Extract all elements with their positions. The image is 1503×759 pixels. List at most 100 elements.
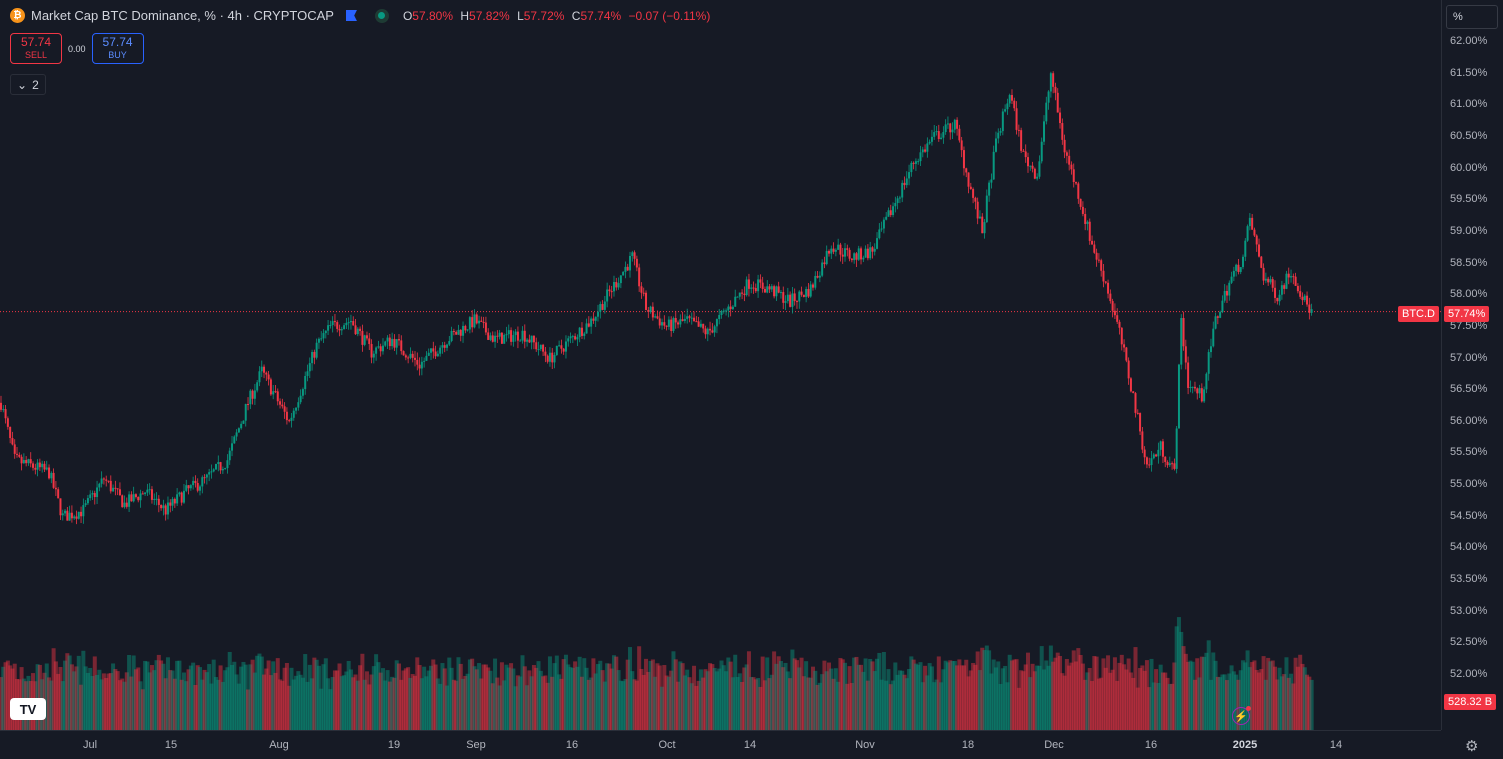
volume-bar — [172, 678, 177, 730]
price-chart[interactable] — [0, 0, 1441, 730]
candle-body — [992, 151, 995, 180]
volume-bar — [861, 671, 866, 730]
candle-body — [320, 338, 323, 340]
volume-bar — [952, 661, 957, 730]
volume-bar — [1275, 679, 1280, 730]
indicators-toggle[interactable]: ⌄ 2 — [10, 74, 46, 95]
volume-bar — [637, 646, 642, 730]
volume-bar — [1250, 662, 1255, 730]
volume-bar — [765, 657, 770, 730]
volume-bar — [829, 668, 834, 730]
volume-bar — [1069, 662, 1074, 730]
symbol-title[interactable]: Market Cap BTC Dominance, % · 4h · CRYPT… — [31, 8, 334, 23]
volume-bar — [127, 654, 132, 730]
candle-body — [36, 462, 39, 470]
candle-body — [725, 310, 728, 312]
candle-body — [377, 346, 380, 348]
candle-body — [281, 404, 284, 407]
volume-bar — [479, 678, 484, 730]
candle-body — [585, 323, 588, 334]
volume-bar — [730, 677, 735, 730]
volume-bar — [81, 650, 86, 730]
candle-body — [574, 336, 577, 340]
candle-body — [1068, 155, 1071, 165]
candle-body — [176, 494, 179, 504]
candle-body — [434, 351, 437, 357]
candle-body — [436, 353, 439, 357]
sell-button[interactable]: 57.74 SELL — [10, 33, 62, 64]
candle-body — [336, 322, 339, 329]
lightning-icon[interactable]: ⚡ — [1232, 706, 1251, 725]
candle-body — [466, 329, 469, 331]
candle-body — [1043, 121, 1046, 142]
candle-body — [1260, 256, 1263, 268]
candle-body — [164, 505, 167, 515]
candle-body — [892, 206, 895, 216]
volume-bar — [1106, 655, 1111, 730]
candle-body — [834, 249, 837, 252]
volume-bar — [929, 666, 934, 730]
volume-bar — [1259, 669, 1264, 730]
candle-body — [699, 323, 702, 327]
candle-body — [365, 335, 368, 339]
volume-bar — [868, 658, 873, 730]
volume-bar — [149, 665, 154, 730]
candle-body — [1075, 182, 1078, 184]
volume-bar — [348, 669, 353, 730]
axis-unit-button[interactable]: % — [1446, 5, 1498, 29]
buy-button[interactable]: 57.74 BUY — [91, 33, 144, 64]
candle-body — [379, 346, 382, 352]
volume-bar — [1309, 679, 1314, 730]
volume-bar — [1085, 672, 1090, 730]
volume-bar — [1307, 676, 1312, 730]
candle-body — [343, 325, 346, 330]
volume-bar — [99, 679, 104, 730]
candle-body — [1274, 287, 1277, 298]
volume-bar — [193, 684, 198, 730]
volume-bar — [92, 656, 97, 730]
candle-body — [50, 472, 53, 479]
volume-bar — [170, 670, 175, 730]
volume-bar — [1174, 626, 1179, 730]
buy-label: BUY — [108, 49, 127, 60]
candle-body — [198, 486, 201, 491]
volume-bar — [328, 689, 333, 730]
volume-bar — [273, 672, 278, 730]
candle-body — [809, 284, 812, 297]
volume-bar — [1206, 640, 1211, 730]
volume-bar — [1064, 659, 1069, 730]
volume-bar — [1142, 670, 1147, 730]
price-axis[interactable]: 62.00% 61.50% 61.00% 60.50% 60.00% 59.50% 59.0… — [1441, 0, 1503, 730]
candle-body — [240, 423, 243, 429]
volume-bar — [255, 655, 260, 730]
candle-body — [288, 420, 291, 422]
volume-bar — [1108, 672, 1113, 730]
candle-body — [290, 417, 293, 421]
chart-pane[interactable] — [0, 0, 1441, 730]
candle-body — [340, 329, 343, 331]
candle-body — [702, 323, 705, 329]
tradingview-logo[interactable]: TV — [10, 698, 46, 720]
volume-bar — [241, 661, 246, 730]
volume-bar — [801, 676, 806, 730]
volume-bar — [1208, 679, 1213, 730]
flag-icon[interactable] — [345, 10, 357, 21]
volume-bar — [932, 682, 937, 730]
market-status-icon[interactable] — [374, 8, 389, 23]
candle-body — [944, 124, 947, 133]
volume-bar — [246, 689, 251, 730]
candle-body — [548, 352, 551, 362]
candle-body — [301, 389, 304, 396]
candle-body — [507, 330, 510, 335]
price-tick: 60.50% — [1450, 129, 1488, 142]
volume-bar — [1133, 647, 1138, 730]
volume-bar — [67, 655, 72, 730]
time-axis[interactable]: Jul 15 Aug 19 Sep 16 Oct 14 Nov 18 Dec 16 2025 14 — [0, 730, 1441, 759]
volume-bar — [1119, 654, 1124, 730]
candle-body — [1061, 123, 1064, 140]
volume-bar — [408, 677, 413, 730]
volume-bar — [824, 671, 829, 730]
volume-bar — [385, 670, 390, 730]
candle-body — [215, 463, 218, 470]
settings-icon[interactable]: ⚙ — [1465, 738, 1479, 755]
